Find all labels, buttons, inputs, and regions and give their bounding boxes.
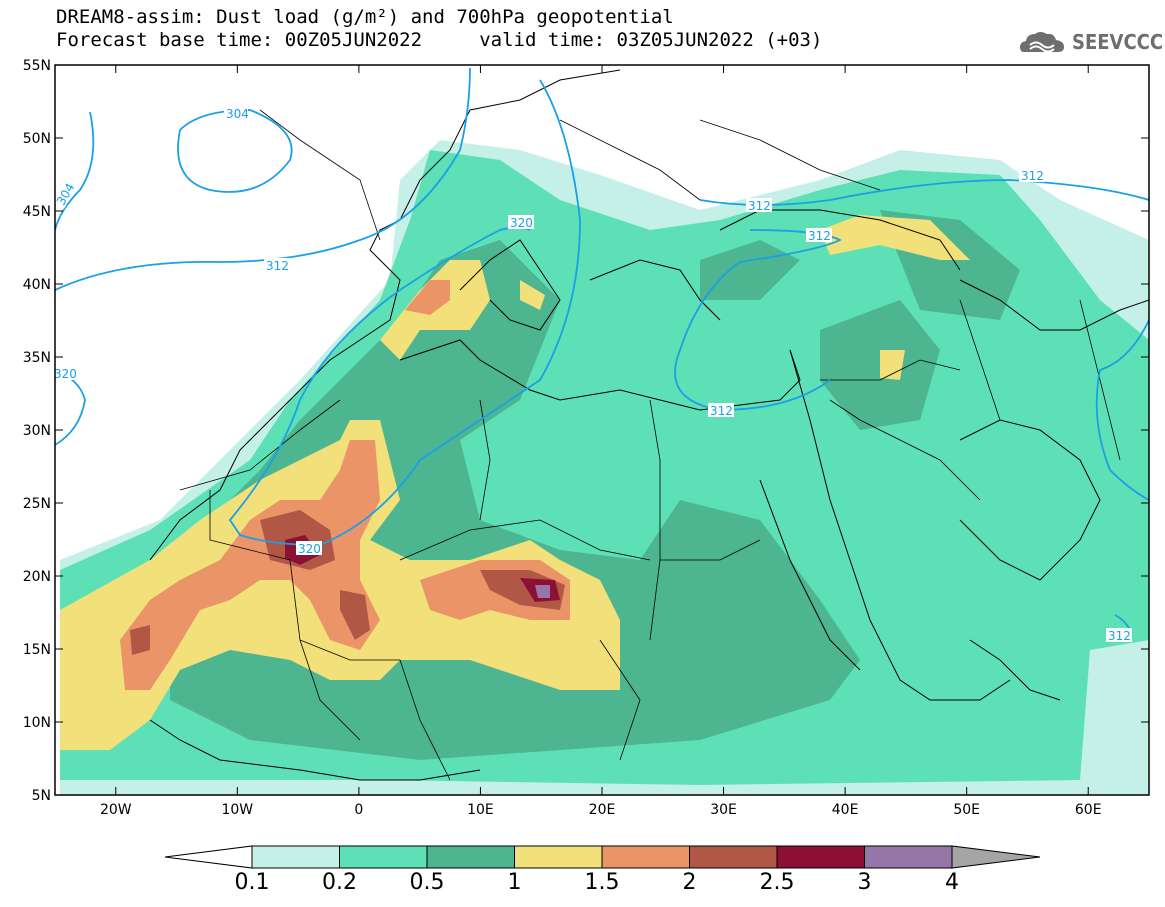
colorbar-segment xyxy=(514,845,603,869)
lat-label: 40N xyxy=(23,277,51,293)
contour-label: 304 xyxy=(226,107,249,121)
colorbar-segment xyxy=(426,845,515,869)
colorbar-label: 0.2 xyxy=(322,870,357,895)
colorbar-label: 0.1 xyxy=(234,870,270,895)
colorbar-segment xyxy=(339,845,428,869)
colorbar-high-extend xyxy=(951,845,1041,869)
lat-label: 20N xyxy=(23,569,51,585)
seevccc-logo-text: SEEVCCC xyxy=(1072,30,1164,54)
contour-label: 312 xyxy=(1021,169,1044,183)
lat-label: 35N xyxy=(23,350,51,366)
lon-label: 40E xyxy=(832,802,859,818)
lon-label: 20W xyxy=(100,802,132,818)
forecast-time-subtitle: Forecast base time: 00Z05JUN2022 valid t… xyxy=(56,29,823,51)
lat-label: 5N xyxy=(32,788,51,804)
contour-label: 312 xyxy=(1108,629,1131,643)
lat-label: 25N xyxy=(23,496,51,512)
contour-label: 312 xyxy=(710,404,733,418)
lon-label: 10W xyxy=(221,802,253,818)
colorbar-label: 0.5 xyxy=(409,870,445,895)
colorbar-segment xyxy=(689,845,778,869)
colorbar-segment xyxy=(601,845,690,869)
lon-label: 30E xyxy=(710,802,737,818)
colorbar-label: 1.5 xyxy=(584,870,620,895)
colorbar-label: 2 xyxy=(682,870,697,895)
colorbar-segment xyxy=(864,845,953,869)
lon-label: 10E xyxy=(467,802,494,818)
axis-ticks: 55N 50N 45N 40N 35N 30N 25N 20N 15N 10N 5N 20W 10W 0 1… xyxy=(23,58,1149,818)
dust-field: 304 304 312 312 312 312 312 312 320 320 … xyxy=(54,67,1149,795)
colorbar-segment xyxy=(251,845,340,869)
lon-label: 0 xyxy=(354,802,363,818)
contour-label: 312 xyxy=(266,259,289,273)
contour-label: 320 xyxy=(54,367,77,381)
contour-label: 320 xyxy=(510,216,533,230)
lat-label: 10N xyxy=(23,715,51,731)
lat-label: 30N xyxy=(23,423,51,439)
lat-label: 45N xyxy=(23,204,51,220)
lat-label: 55N xyxy=(23,58,51,74)
colorbar-label: 2.5 xyxy=(759,870,795,895)
contour-label: 312 xyxy=(748,199,771,213)
lon-label: 20E xyxy=(589,802,616,818)
contour-label: 312 xyxy=(808,229,831,243)
colorbar-label: 1 xyxy=(507,870,522,895)
cloud-logo-icon xyxy=(1020,32,1064,53)
map-title: DREAM8-assim: Dust load (g/m²) and 700hP… xyxy=(56,6,674,28)
colorbar-label: 3 xyxy=(857,870,872,895)
lat-label: 50N xyxy=(23,131,51,147)
contour-labels: 304 304 312 312 312 312 312 312 320 320 … xyxy=(54,106,1132,643)
contour-label: 320 xyxy=(298,542,321,556)
colorbar-segment xyxy=(776,845,865,869)
lon-label: 60E xyxy=(1075,802,1102,818)
colorbar-label: 4 xyxy=(945,870,959,895)
lon-label: 50E xyxy=(953,802,980,818)
lat-label: 15N xyxy=(23,642,51,658)
colorbar-low-extend xyxy=(164,845,253,869)
